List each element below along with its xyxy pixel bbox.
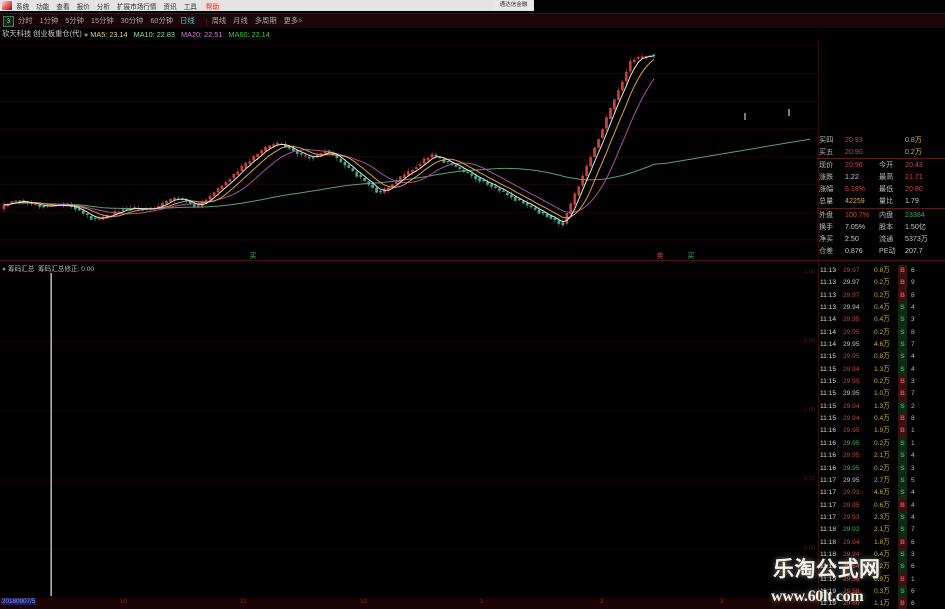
svg-text:卖: 卖 bbox=[657, 252, 664, 260]
svg-text:买: 买 bbox=[688, 252, 695, 260]
svg-text:买: 买 bbox=[250, 252, 257, 260]
